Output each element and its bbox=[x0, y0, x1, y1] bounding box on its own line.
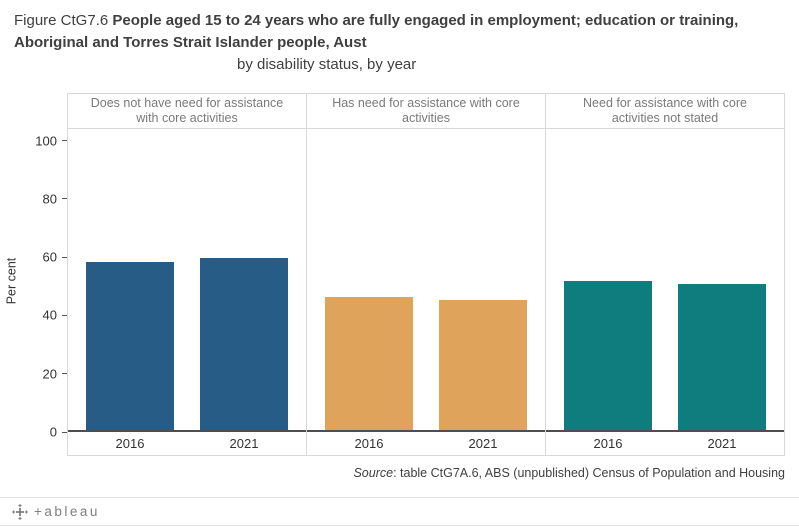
y-tick-label: 20 bbox=[42, 366, 57, 382]
source-label: Source bbox=[353, 466, 394, 480]
y-tick-label: 40 bbox=[42, 307, 57, 323]
source-note: Source: table CtG7A.6, ABS (unpublished)… bbox=[0, 466, 785, 480]
tableau-logo[interactable]: +ableau bbox=[12, 503, 100, 520]
tableau-toolbar: +ableau bbox=[0, 497, 799, 526]
y-tick-mark bbox=[62, 256, 67, 258]
y-axis: 0 20 40 60 80 100 bbox=[22, 93, 67, 456]
title-prefix: Figure CtG7.6 bbox=[14, 12, 113, 29]
panel-header: Does not have need for assistance with c… bbox=[68, 93, 306, 129]
panel-header: Has need for assistance with core activi… bbox=[307, 93, 545, 129]
y-tick-mark bbox=[62, 198, 67, 200]
x-tick-label: 2021 bbox=[229, 436, 259, 451]
bar-2016[interactable] bbox=[564, 280, 652, 430]
y-tick-label: 100 bbox=[35, 133, 57, 149]
tableau-wordmark: +ableau bbox=[34, 504, 100, 519]
title-subtitle: by disability status, by year bbox=[237, 56, 417, 73]
panel-1: Does not have need for assistance with c… bbox=[67, 93, 306, 456]
panel-plot bbox=[546, 129, 784, 432]
panel-plot bbox=[307, 129, 545, 432]
y-tick-label: 0 bbox=[49, 424, 57, 440]
bar-chart: Per cent 0 20 40 60 80 100 Does not have need… bbox=[0, 93, 785, 456]
y-tick-label: 80 bbox=[42, 191, 57, 207]
x-axis-labels: 2016 2021 bbox=[546, 432, 784, 456]
bar-2021[interactable] bbox=[439, 299, 527, 430]
panel-3: Need for assistance with core activities… bbox=[545, 93, 784, 456]
y-tick-mark bbox=[62, 373, 67, 375]
x-axis-labels: 2016 2021 bbox=[68, 432, 306, 456]
bar-2016[interactable] bbox=[325, 296, 413, 430]
x-tick-label: 2016 bbox=[593, 436, 623, 451]
chart-title: Figure CtG7.6 People aged 15 to 24 years… bbox=[0, 0, 799, 76]
title-main: People aged 15 to 24 years who are fully… bbox=[14, 12, 739, 51]
y-tick-mark bbox=[62, 314, 67, 316]
y-tick-mark bbox=[62, 140, 67, 142]
panel-plot bbox=[68, 129, 306, 432]
tableau-logo-icon bbox=[12, 503, 28, 520]
x-tick-label: 2021 bbox=[468, 436, 498, 451]
y-tick-label: 60 bbox=[42, 249, 57, 265]
panel-header: Need for assistance with core activities… bbox=[546, 93, 784, 129]
x-tick-label: 2021 bbox=[707, 436, 737, 451]
y-axis-title: Per cent bbox=[4, 257, 18, 304]
x-axis-labels: 2016 2021 bbox=[307, 432, 545, 456]
x-tick-label: 2016 bbox=[354, 436, 384, 451]
bar-2021[interactable] bbox=[678, 283, 766, 430]
bar-2021[interactable] bbox=[200, 257, 288, 430]
x-tick-label: 2016 bbox=[115, 436, 145, 451]
y-axis-title-column: Per cent bbox=[0, 93, 22, 456]
bar-2016[interactable] bbox=[86, 262, 174, 430]
chart-panels: Does not have need for assistance with c… bbox=[67, 93, 785, 456]
source-text: : table CtG7A.6, ABS (unpublished) Censu… bbox=[393, 466, 785, 480]
panel-2: Has need for assistance with core activi… bbox=[306, 93, 545, 456]
y-tick-mark bbox=[62, 431, 67, 433]
